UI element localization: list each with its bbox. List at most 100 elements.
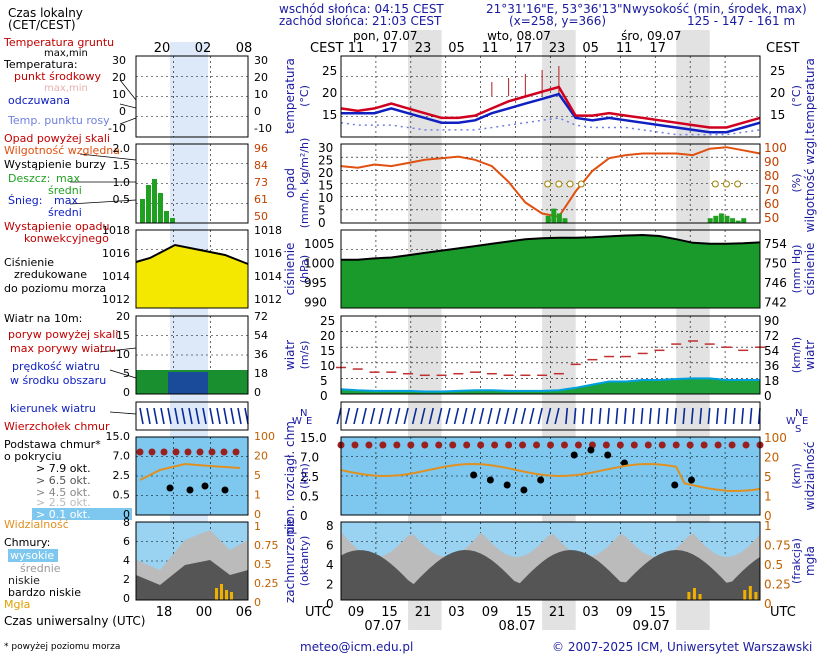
legend-fog-tick: 0.25 — [254, 577, 279, 590]
precip-tick: 5 — [318, 204, 326, 218]
pressure-tick-mm: 746 — [764, 276, 787, 290]
legend-wind-arrow — [223, 407, 228, 425]
legend-connector — [69, 199, 137, 205]
legend-top-dot — [172, 448, 180, 456]
legend-speed-1: prędkość wiatru — [12, 360, 100, 373]
legend-hum-tick: 61 — [254, 193, 268, 206]
legend-top-dot — [148, 448, 156, 456]
rose-e: E — [802, 416, 808, 427]
precip-tick: 25 — [318, 154, 333, 168]
sunrise-text: wschód słońca: 04:15 CEST — [279, 2, 444, 16]
legend-wind-arrow — [146, 407, 151, 425]
day-label: pon, 07.07 — [353, 29, 418, 43]
legend-connector — [109, 411, 137, 415]
legend-wind-arrow — [188, 407, 193, 425]
wind-arrow — [520, 407, 527, 425]
legend-wind-tick-r: 0 — [254, 386, 261, 399]
temp-tick-l: 25 — [322, 64, 337, 78]
cloud-top-dot — [421, 441, 429, 449]
legend-rain-bar — [152, 179, 157, 223]
bottom-hour: 03 — [582, 605, 599, 620]
wind-arrow — [598, 407, 602, 425]
axis-unit-left: (m/s) — [298, 341, 311, 370]
pressure-tick-mm: 750 — [764, 257, 787, 271]
wind-arrow — [699, 407, 703, 425]
top-hour: 11 — [616, 41, 633, 56]
rain-bar — [545, 215, 551, 223]
legend-pressure-1: Ciśnienie — [4, 256, 54, 269]
axis-title-left: pion. rozciągł. chm. — [283, 417, 297, 535]
legend-wind-arrow — [139, 407, 144, 425]
axis-unit-left: (km) — [298, 463, 311, 489]
legend-temp-tick-l: 20 — [112, 71, 126, 84]
cloud-top-dot — [547, 441, 554, 449]
cloud-top-dot — [616, 441, 624, 449]
legend-wind-arrow — [174, 407, 179, 425]
bottom-hour: 09 — [482, 605, 499, 620]
axis-unit-right: (km/h) — [790, 337, 803, 373]
temp-tick-r: 15 — [770, 108, 785, 122]
legend-rain-bar — [170, 218, 175, 223]
legend-vis: Widzialność — [4, 518, 69, 531]
temp-tick-r: 20 — [770, 86, 785, 100]
legend-wind-tick: 0 — [123, 386, 130, 399]
legend-vis-tick: 20 — [254, 450, 268, 463]
rain-bar — [556, 213, 562, 223]
legend-temp-maxmin: max,min — [44, 83, 88, 94]
legend-hum-tick: 96 — [254, 142, 268, 155]
cloud-top-dot — [560, 441, 568, 449]
wind-arrow — [395, 407, 401, 425]
legend-fog-tick: 0 — [254, 596, 261, 609]
legend-pressure-area — [136, 245, 248, 308]
humidity-line — [340, 146, 761, 218]
axis-title-left: temperatura — [283, 58, 297, 134]
legend-hum-tick: 73 — [254, 176, 268, 189]
legend-humidity: Wilgotność względna — [4, 144, 120, 157]
cloud-top-dot — [602, 441, 610, 449]
pressure-tick: 1005 — [304, 237, 335, 251]
legend-connector — [119, 117, 137, 125]
wind-tick: 0 — [320, 389, 328, 403]
panel-frame-dir — [340, 401, 761, 431]
grid-text: (x=258, y=366) — [509, 14, 607, 28]
legend-temp-tick-l: 30 — [112, 54, 126, 67]
bottom-date: 08.07 — [498, 619, 535, 634]
wind-arrow — [606, 407, 610, 425]
legend-temp-tick-r: 30 — [254, 54, 268, 67]
legend-pressure-tick-r: 1014 — [254, 270, 282, 283]
axis-title-right: ciśnienie — [803, 243, 817, 296]
top-hour: 17 — [515, 41, 532, 56]
legend-temp-tick-r: 0 — [254, 105, 261, 118]
cloud-base-dot — [604, 451, 612, 459]
cloudbase-tick: 15.0 — [300, 431, 327, 445]
legend-cb-tick: 7.0 — [113, 450, 131, 463]
wind-arrow — [537, 407, 543, 425]
temp-tick-l: 20 — [322, 86, 337, 100]
wind-tick: 25 — [320, 314, 335, 328]
bottom-hour: 15 — [515, 605, 532, 620]
legend-top-dot — [232, 448, 240, 456]
legend-vis-tick: 100 — [254, 430, 275, 443]
day-label: śro, 09.07 — [621, 29, 681, 43]
top-hour: 17 — [381, 41, 398, 56]
wind-arrow — [573, 407, 577, 425]
axis-title-right: mgła — [803, 546, 817, 576]
legend-temp-tick-r: -10 — [254, 122, 272, 135]
legend-bottom-hour: 18 — [156, 605, 173, 620]
legend-pressure-tick: 1018 — [102, 224, 130, 237]
top-hour: 11 — [348, 41, 365, 56]
fog-tick: 0.25 — [764, 578, 791, 592]
wind-arrow — [632, 407, 636, 425]
panel-frame-pressure — [340, 229, 761, 309]
rain-bar — [741, 218, 747, 223]
wind-arrow — [749, 407, 753, 425]
wind-arrow — [428, 407, 434, 425]
footer-email[interactable]: meteo@icm.edu.pl — [300, 640, 414, 654]
panel-frame-cloudbase — [340, 436, 761, 516]
legend-mid: średnie — [20, 562, 61, 575]
legend-precip-tick: 0.5 — [113, 193, 131, 206]
cloudbase-tick: 2.5 — [300, 470, 319, 484]
wind-arrow — [590, 407, 594, 425]
day-label: wto, 08.07 — [487, 29, 551, 43]
low-cloud-area — [341, 550, 760, 600]
